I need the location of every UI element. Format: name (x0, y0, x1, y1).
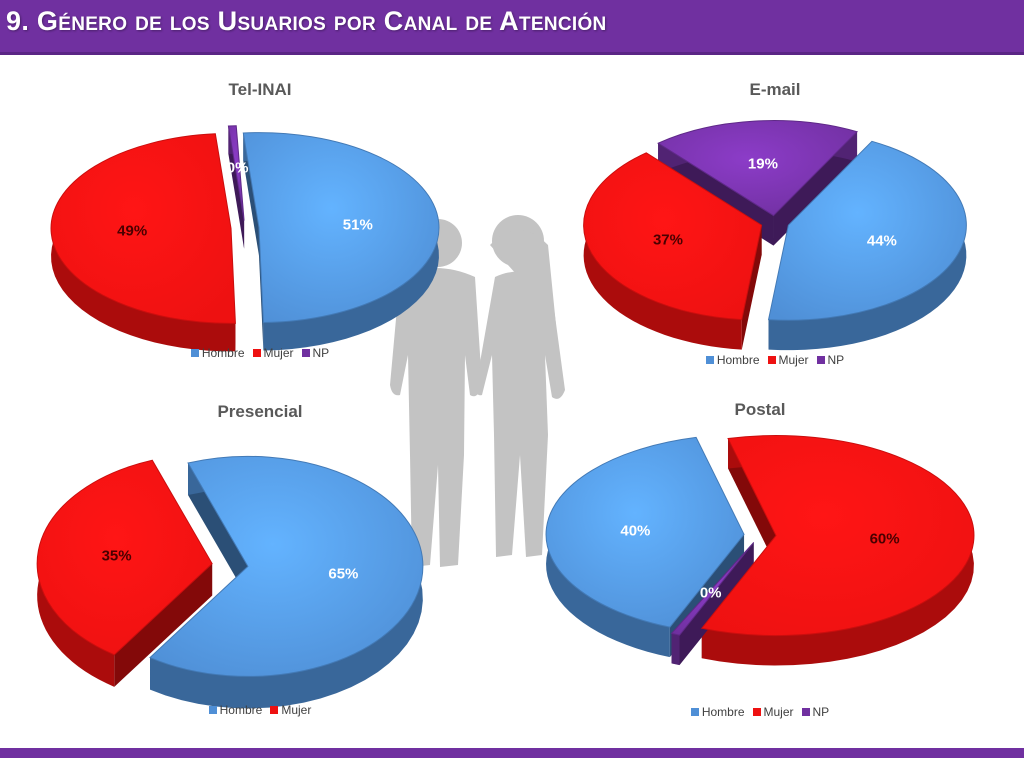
legend-swatch (767, 355, 776, 364)
legend: Hombre Mujer NP (575, 353, 975, 367)
data-label-hombre: 51% (342, 216, 373, 234)
data-label-mujer: 35% (101, 547, 132, 565)
legend-label: Mujer (281, 703, 312, 717)
data-label-hombre: 65% (328, 565, 359, 583)
legend-label: NP (312, 346, 330, 360)
legend-item-hombre: Hombre (690, 705, 745, 719)
pie-slice-hombre (545, 436, 745, 628)
data-label-hombre: 40% (620, 522, 651, 540)
legend: Hombre Mujer NP (560, 705, 960, 719)
legend-swatch (252, 348, 261, 357)
legend-item-mujer: Mujer (767, 353, 809, 367)
pie-slice-mujer (700, 435, 975, 637)
pie-plot (50, 125, 440, 352)
pie-slice-mujer (36, 459, 213, 656)
legend-label: NP (827, 353, 845, 367)
pie-slice-hombre (767, 140, 967, 321)
chart-title: Tel-INAI (228, 80, 292, 99)
bottom-bar (0, 748, 1024, 758)
legend-swatch (270, 705, 279, 714)
legend: Hombre Mujer NP (60, 346, 460, 360)
pie-slice-mujer (50, 133, 236, 324)
pie-plot (545, 435, 975, 666)
pie-slice-hombre (149, 455, 424, 677)
legend-item-np: NP (816, 353, 845, 367)
legend-swatch (301, 348, 310, 357)
legend-swatch (208, 705, 217, 714)
chart-tel-inai: Tel-INAI Hombre Mujer NP 51% 49% 0% (50, 78, 460, 408)
legend-item-hombre: Hombre (705, 353, 760, 367)
legend-label: Hombre (701, 705, 745, 719)
legend-swatch (801, 707, 810, 716)
legend-item-hombre: Hombre (208, 703, 263, 717)
legend: Hombre Mujer (60, 703, 460, 717)
legend-item-mujer: Mujer (252, 346, 294, 360)
legend-label: Hombre (716, 353, 760, 367)
chart-presencial: Presencial Hombre Mujer 65% 35% (36, 400, 460, 730)
chart-postal: Postal Hombre Mujer NP 40% 60% 0% (545, 400, 975, 730)
legend-item-np: NP (301, 346, 330, 360)
legend-label: Hombre (219, 703, 263, 717)
pie-slice-mujer (583, 152, 763, 321)
chart-title: E-mail (749, 80, 801, 99)
title-bar: 9. Género de los Usuarios por Canal de A… (0, 0, 1024, 55)
legend-label: Mujer (763, 705, 794, 719)
pie-slice-np (657, 120, 859, 217)
page-title: 9. Género de los Usuarios por Canal de A… (6, 6, 607, 36)
pie-slice-side-np (671, 542, 754, 666)
legend-swatch (816, 355, 825, 364)
chart-title: Presencial (217, 402, 303, 421)
legend-label: Mujer (778, 353, 809, 367)
legend-label: Mujer (263, 346, 294, 360)
legend-item-np: NP (801, 705, 830, 719)
legend-swatch (752, 707, 761, 716)
data-label-np: 19% (747, 155, 778, 173)
data-label-np: 0% (226, 159, 249, 177)
pie-plot (36, 455, 424, 709)
legend-item-hombre: Hombre (190, 346, 245, 360)
chart-title: Postal (734, 400, 786, 419)
pie-slice-np (670, 542, 755, 636)
legend-label: NP (812, 705, 830, 719)
pie-slice-np (227, 125, 245, 221)
legend-item-mujer: Mujer (270, 703, 311, 717)
legend-swatch (705, 355, 714, 364)
pie-plot (583, 120, 967, 351)
legend-swatch (690, 707, 699, 716)
legend-label: Hombre (201, 346, 245, 360)
data-label-np: 0% (699, 584, 722, 602)
pie-slice-hombre (242, 132, 440, 324)
data-label-mujer: 49% (117, 222, 148, 240)
data-label-mujer: 37% (652, 231, 683, 249)
chart-email: E-mail Hombre Mujer NP 44% 37% 19% (575, 78, 975, 408)
legend-item-mujer: Mujer (752, 705, 794, 719)
data-label-hombre: 44% (866, 232, 897, 250)
legend-swatch (190, 348, 199, 357)
data-label-mujer: 60% (869, 530, 900, 548)
people-silhouette-icon (390, 215, 565, 567)
